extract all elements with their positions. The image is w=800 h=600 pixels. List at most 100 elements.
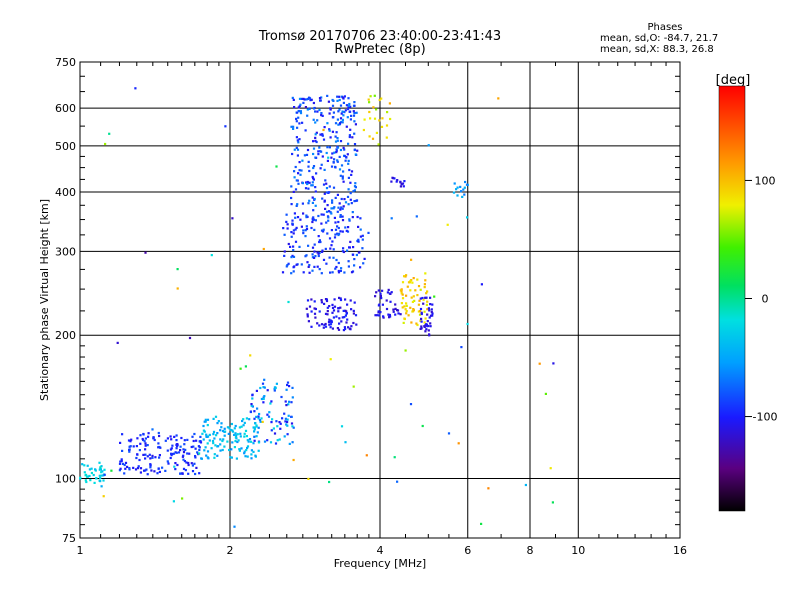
echo-point <box>405 274 408 277</box>
chart-subtitle: RwPretec (8p) <box>334 42 426 57</box>
echo-point <box>328 305 331 308</box>
echo-point <box>426 320 429 323</box>
echo-point <box>298 161 301 164</box>
echo-point <box>110 469 113 472</box>
echo-point <box>425 292 428 295</box>
echo-point <box>298 245 301 248</box>
echo-point <box>136 467 140 470</box>
echo-point <box>335 151 338 154</box>
echo-point <box>345 312 348 315</box>
echo-point <box>339 297 342 300</box>
echo-point <box>306 97 310 100</box>
echo-point <box>357 238 360 241</box>
echo-point <box>255 435 258 438</box>
echo-point <box>295 136 298 139</box>
echo-point <box>292 125 295 128</box>
echo-point <box>337 271 341 274</box>
echo-point <box>337 233 340 237</box>
echo-point <box>302 232 305 235</box>
echo-point <box>317 254 320 258</box>
echo-point <box>367 98 370 101</box>
echo-point <box>184 448 187 451</box>
echo-point <box>243 450 246 453</box>
echo-point <box>374 295 377 298</box>
echo-point <box>180 436 183 440</box>
echo-point <box>128 450 131 453</box>
echo-point <box>187 463 190 467</box>
echo-point <box>324 207 327 210</box>
echo-point <box>344 109 347 112</box>
echo-point <box>359 266 362 269</box>
echo-point <box>238 448 241 451</box>
echo-point <box>258 412 261 416</box>
echo-point <box>415 322 418 325</box>
colorbar-gradient <box>718 85 746 512</box>
echo-point <box>190 445 193 449</box>
echo-point <box>322 128 325 132</box>
y-axis-ticks: 75 100 200 300 400 500 600 750 <box>55 56 680 545</box>
echo-point <box>426 308 429 311</box>
echo-point <box>308 264 311 267</box>
echo-point <box>175 434 178 437</box>
echo-point <box>334 267 337 270</box>
echo-point <box>128 468 131 471</box>
echo-point <box>193 432 196 436</box>
echo-point <box>312 152 315 156</box>
echo-point <box>334 140 338 143</box>
echo-point <box>188 452 191 455</box>
echo-point <box>354 314 358 317</box>
echo-point <box>144 437 147 440</box>
echo-point <box>248 438 252 441</box>
echo-point <box>350 325 353 328</box>
echo-point <box>320 323 324 326</box>
echo-point <box>219 429 222 432</box>
echo-point <box>329 108 332 111</box>
echo-point <box>250 453 253 456</box>
echo-point <box>331 271 334 274</box>
echo-point <box>301 182 304 185</box>
echo-point <box>292 458 295 462</box>
echo-point <box>208 433 211 436</box>
echo-point <box>399 289 402 292</box>
echo-point <box>150 469 153 472</box>
echo-point <box>313 228 316 231</box>
echo-point <box>243 432 246 435</box>
echo-point <box>182 467 186 470</box>
echo-point <box>337 269 340 273</box>
echo-point <box>327 216 330 219</box>
echo-point <box>179 445 182 448</box>
echo-point <box>317 153 320 156</box>
echo-point <box>323 168 326 171</box>
echo-point <box>343 111 346 114</box>
echo-point <box>459 185 462 188</box>
echo-point <box>382 315 385 318</box>
echo-point <box>224 430 227 433</box>
echo-point <box>173 435 176 438</box>
echo-point <box>318 146 321 149</box>
echo-point <box>134 87 137 90</box>
echo-point <box>318 239 321 242</box>
echo-point <box>248 418 251 421</box>
echo-point <box>330 156 333 159</box>
echo-point <box>288 385 291 388</box>
echo-point <box>359 228 362 231</box>
echo-point <box>422 302 425 305</box>
echo-point <box>352 309 355 312</box>
echo-point <box>212 430 216 433</box>
echo-point <box>217 420 220 423</box>
echo-point <box>342 309 345 312</box>
echo-point <box>216 454 219 457</box>
echo-point <box>352 253 355 256</box>
y-tick-label: 100 <box>55 473 76 486</box>
echo-point <box>418 299 421 302</box>
echo-point <box>353 148 356 152</box>
echo-point <box>319 167 322 170</box>
echo-point <box>324 312 328 315</box>
echo-point <box>328 210 331 213</box>
echo-point <box>146 444 149 447</box>
echo-point <box>302 271 305 274</box>
echo-point <box>308 271 311 274</box>
echo-point <box>417 285 421 288</box>
echo-point <box>285 423 288 426</box>
echo-point <box>307 477 310 480</box>
